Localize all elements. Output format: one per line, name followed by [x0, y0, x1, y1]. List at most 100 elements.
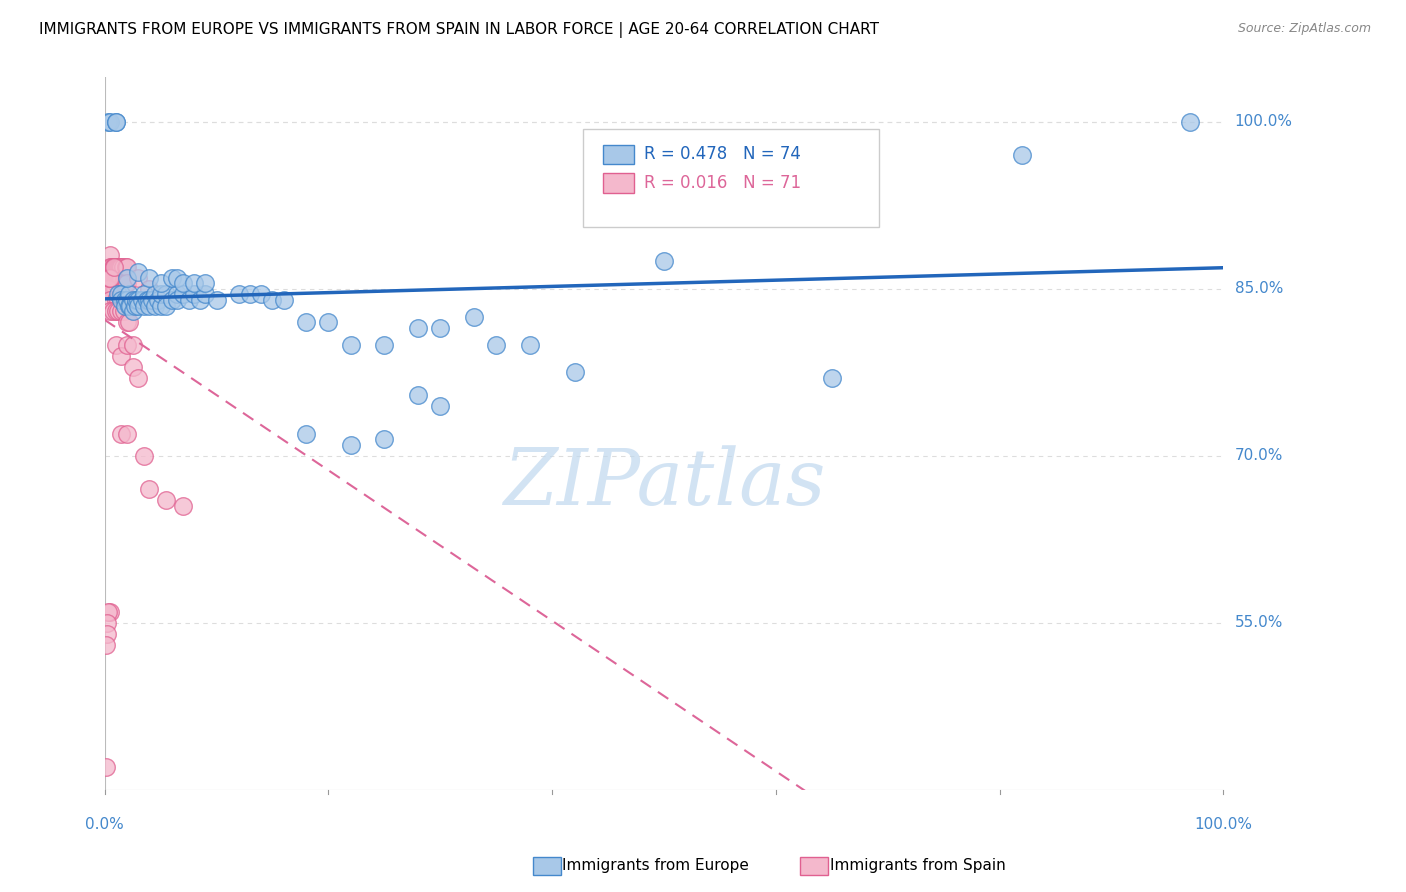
Point: [787, 160, 810, 174]
Point: [118, 293, 141, 307]
Text: 85.0%: 85.0%: [1234, 281, 1282, 296]
Point: [519, 337, 541, 351]
Point: [149, 299, 172, 313]
Point: [108, 270, 131, 285]
Point: [120, 299, 142, 313]
Point: [115, 337, 138, 351]
Text: Source: ZipAtlas.com: Source: ZipAtlas.com: [1237, 22, 1371, 36]
Point: [111, 293, 134, 307]
Point: [340, 437, 363, 451]
Point: [183, 287, 205, 301]
Point: [127, 293, 149, 307]
Point: [295, 426, 318, 441]
Point: [115, 260, 138, 274]
Point: [194, 287, 217, 301]
Point: [131, 293, 153, 307]
Point: [104, 270, 127, 285]
Point: [205, 293, 228, 307]
Text: IMMIGRANTS FROM EUROPE VS IMMIGRANTS FROM SPAIN IN LABOR FORCE | AGE 20-64 CORRE: IMMIGRANTS FROM EUROPE VS IMMIGRANTS FRO…: [39, 22, 879, 38]
Point: [98, 260, 121, 274]
Point: [149, 287, 172, 301]
Point: [103, 282, 125, 296]
Point: [160, 270, 183, 285]
Point: [107, 304, 129, 318]
Point: [143, 299, 166, 313]
Point: [138, 299, 160, 313]
Point: [98, 605, 121, 619]
Point: [273, 293, 295, 307]
Point: [100, 270, 122, 285]
Point: [110, 304, 132, 318]
Point: [111, 277, 134, 291]
Point: [148, 293, 170, 307]
Point: [107, 293, 129, 307]
Point: [110, 287, 132, 301]
Point: [250, 287, 273, 301]
Point: [110, 293, 132, 307]
Point: [121, 359, 143, 374]
Point: [112, 270, 135, 285]
Point: [183, 277, 205, 291]
Point: [228, 287, 250, 301]
Point: [115, 277, 138, 291]
Point: [98, 270, 121, 285]
Point: [115, 293, 138, 307]
Point: [136, 293, 159, 307]
Point: [114, 293, 136, 307]
Point: [110, 349, 132, 363]
Point: [107, 260, 129, 274]
Point: [103, 270, 125, 285]
Text: Immigrants from Spain: Immigrants from Spain: [830, 858, 1005, 872]
Point: [101, 282, 124, 296]
Point: [124, 299, 146, 313]
Point: [262, 293, 284, 307]
Point: [125, 293, 148, 307]
Point: [104, 260, 127, 274]
Point: [104, 304, 127, 318]
Point: [121, 337, 143, 351]
Point: [155, 493, 177, 508]
Point: [821, 371, 844, 385]
Point: [98, 270, 121, 285]
Point: [709, 198, 731, 212]
Point: [340, 337, 363, 351]
Point: [110, 270, 132, 285]
Point: [115, 277, 138, 291]
Point: [98, 293, 121, 307]
Point: [166, 293, 188, 307]
Point: [108, 277, 131, 291]
Point: [118, 299, 141, 313]
Point: [564, 365, 586, 379]
Point: [295, 315, 318, 329]
Point: [112, 277, 135, 291]
Point: [127, 299, 149, 313]
Point: [463, 310, 485, 324]
Point: [373, 432, 395, 446]
Point: [115, 260, 138, 274]
Point: [485, 337, 508, 351]
Point: [96, 615, 118, 630]
Point: [121, 293, 143, 307]
Text: 100.0%: 100.0%: [1195, 817, 1253, 832]
Point: [112, 304, 135, 318]
Point: [94, 638, 117, 652]
Point: [98, 270, 121, 285]
Point: [138, 270, 160, 285]
Point: [132, 287, 155, 301]
Point: [110, 260, 132, 274]
Point: [110, 260, 132, 274]
Point: [101, 260, 124, 274]
Point: [138, 282, 160, 296]
Point: [104, 337, 127, 351]
Point: [172, 499, 194, 513]
Point: [143, 287, 166, 301]
Text: 100.0%: 100.0%: [1234, 114, 1292, 129]
Point: [107, 287, 129, 301]
Point: [101, 270, 124, 285]
Point: [94, 760, 117, 774]
Point: [110, 270, 132, 285]
Point: [141, 293, 163, 307]
Point: [652, 254, 675, 268]
Point: [97, 115, 120, 129]
Point: [110, 293, 132, 307]
